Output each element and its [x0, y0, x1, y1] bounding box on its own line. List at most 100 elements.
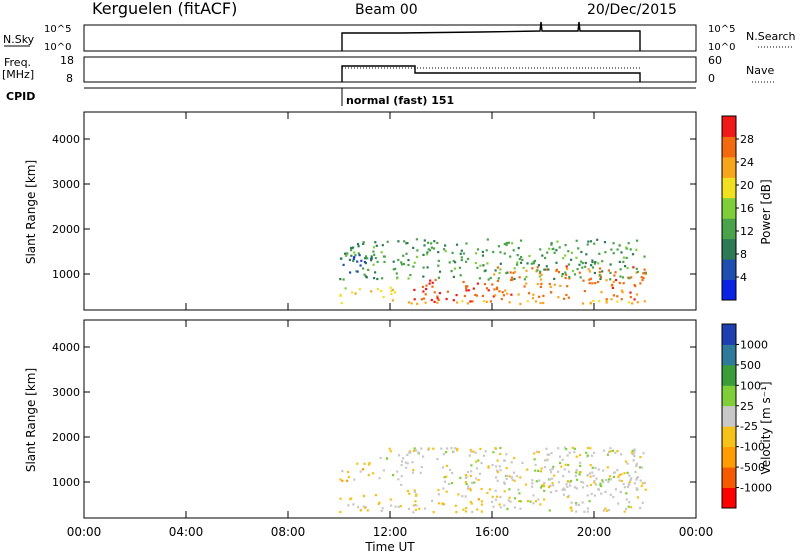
heatmap-cell	[605, 279, 608, 282]
heatmap-cell	[415, 504, 418, 507]
heatmap-cell	[508, 496, 511, 499]
heatmap-cell	[478, 277, 481, 280]
heatmap-cell	[544, 459, 547, 462]
heatmap-cell	[617, 475, 620, 479]
heatmap-cell	[415, 493, 418, 496]
heatmap-cell	[621, 291, 624, 294]
heatmap-cell	[643, 268, 646, 271]
heatmap-cell	[397, 258, 400, 262]
heatmap-cell	[571, 446, 574, 449]
heatmap-cell	[635, 293, 639, 296]
heatmap-cell	[503, 252, 506, 255]
heatmap-cell	[636, 270, 639, 273]
heatmap-cell	[362, 494, 365, 497]
heatmap-cell	[442, 487, 445, 490]
heatmap-cell	[496, 459, 499, 462]
heatmap-cell	[470, 450, 473, 453]
heatmap-cell	[499, 469, 502, 472]
heatmap-cell	[631, 302, 634, 305]
heatmap-cell	[589, 475, 592, 478]
heatmap-cell	[575, 478, 579, 481]
heatmap-cell	[541, 254, 544, 257]
heatmap-cell	[374, 494, 377, 497]
heatmap-cell	[555, 489, 558, 492]
heatmap-cell	[567, 263, 570, 266]
heatmap-cell	[570, 258, 573, 261]
heatmap-cell	[531, 479, 534, 482]
heatmap-cell	[564, 254, 567, 257]
heatmap-cell	[414, 508, 417, 511]
heatmap-cell	[519, 476, 522, 479]
heatmap-cell	[463, 294, 466, 298]
heatmap-cell	[629, 291, 632, 294]
heatmap-cell	[505, 272, 508, 275]
heatmap-cell	[597, 468, 600, 471]
nsky-panel	[83, 24, 697, 52]
heatmap-cell	[618, 474, 621, 477]
heatmap-cell	[474, 293, 477, 296]
heatmap-cell	[382, 469, 385, 472]
heatmap-cell	[475, 294, 478, 297]
heatmap-cell	[600, 492, 603, 495]
heatmap-cell	[422, 266, 425, 269]
heatmap-cell	[498, 503, 501, 506]
heatmap-cell	[396, 277, 399, 280]
heatmap-cell	[581, 486, 585, 489]
heatmap-cell	[588, 500, 591, 503]
heatmap-cell	[521, 461, 524, 464]
heatmap-cell	[559, 284, 562, 287]
heatmap-cell	[396, 470, 399, 473]
heatmap-cell	[380, 251, 383, 254]
heatmap-cell	[406, 242, 409, 245]
heatmap-cell	[553, 251, 556, 254]
heatmap-cell	[339, 294, 342, 297]
heatmap-cell	[392, 474, 395, 477]
colorbar-tick-label: 1000	[740, 338, 768, 351]
heatmap-cell	[535, 450, 538, 453]
heatmap-cell	[486, 262, 489, 265]
heatmap-cell	[466, 470, 470, 474]
heatmap-cell	[539, 270, 542, 273]
heatmap-cell	[570, 506, 573, 509]
heatmap-cell	[364, 255, 368, 258]
heatmap-cell	[427, 447, 430, 450]
heatmap-cell	[350, 246, 353, 249]
heatmap-cell	[573, 486, 576, 489]
heatmap-cell	[526, 500, 529, 503]
heatmap-cell	[370, 255, 373, 258]
heatmap-cell	[459, 476, 462, 479]
heatmap-cell	[475, 467, 479, 470]
heatmap-cell	[573, 451, 576, 454]
heatmap-cell	[629, 248, 632, 251]
heatmap-cell	[368, 462, 371, 465]
heatmap-cell	[391, 299, 394, 302]
heatmap-cell	[616, 469, 619, 472]
heatmap-cell	[626, 471, 629, 474]
heatmap-cell	[635, 248, 638, 251]
heatmap-cell	[604, 507, 607, 510]
heatmap-cell	[628, 474, 631, 477]
heatmap-cell	[363, 260, 366, 264]
x-tick-label: 00:00	[67, 525, 102, 539]
heatmap-cell	[497, 277, 500, 280]
heatmap-cell	[436, 295, 439, 298]
heatmap-cell	[519, 507, 522, 510]
heatmap-cell	[625, 256, 628, 259]
heatmap-cell	[385, 457, 389, 460]
heatmap-cell	[532, 293, 535, 296]
heatmap-cell	[407, 507, 411, 510]
heatmap-cell	[558, 246, 561, 249]
heatmap-cell	[437, 251, 440, 254]
heatmap-cell	[586, 243, 589, 246]
heatmap-cell	[635, 464, 638, 467]
nsky-tick-right-bottom: 10^0	[708, 42, 735, 53]
colorbar-segment	[722, 324, 736, 345]
heatmap-cell	[476, 266, 479, 269]
heatmap-cell	[582, 481, 585, 484]
heatmap-cell	[505, 467, 508, 470]
heatmap-cell	[606, 453, 609, 456]
heatmap-cell	[382, 296, 385, 299]
heatmap-cell	[501, 291, 504, 294]
heatmap-cell	[443, 248, 446, 251]
colorbar-tick-label: 16	[740, 202, 754, 215]
